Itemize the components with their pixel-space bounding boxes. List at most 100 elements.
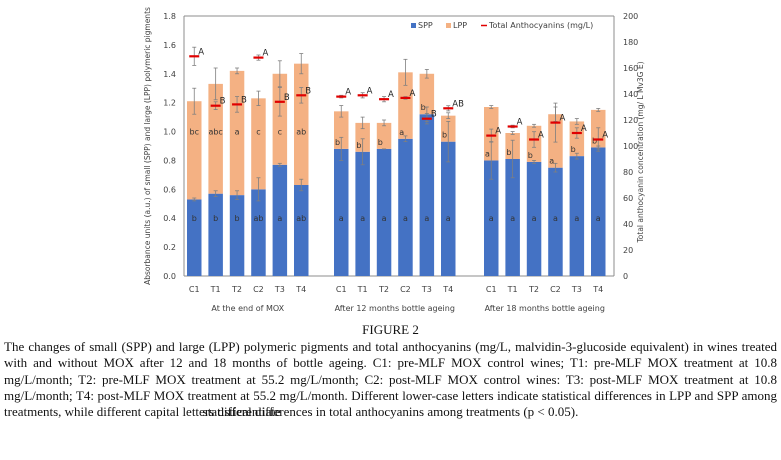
lpp-significance-letter: b — [335, 138, 340, 147]
spp-error-bar — [277, 162, 282, 167]
x-tick-label: T1 — [507, 285, 518, 294]
spp-bar — [272, 164, 288, 276]
total-error-bar — [489, 105, 494, 109]
y-tick-label: 0.8 — [163, 156, 176, 165]
spp-bar — [229, 195, 245, 276]
lpp-bar — [208, 83, 223, 194]
total-error-bar — [339, 105, 344, 118]
spp-error-bar — [553, 162, 558, 173]
spp-bar — [376, 148, 392, 276]
y-tick-label: 0.0 — [163, 272, 176, 281]
y2-tick-label: 140 — [623, 90, 638, 99]
y-tick-label: 0.4 — [163, 214, 176, 223]
spp-error-bar — [510, 139, 515, 179]
total-error-bar — [360, 116, 365, 130]
lpp-significance-letter: b — [421, 103, 426, 112]
spp-bar — [419, 114, 435, 276]
lpp-significance-letter: bc — [190, 128, 199, 137]
spp-bar — [484, 160, 499, 276]
legend: SPP LPP Total Anthocyanins (mg/L) — [411, 21, 593, 30]
total-error-bar — [235, 67, 240, 75]
lpp-significance-letter: b — [592, 136, 597, 145]
spp-bar — [355, 151, 370, 276]
lpp-significance-letter: b — [442, 131, 447, 140]
spp-significance-letter: a — [489, 214, 494, 223]
anthocyanin-significance-letter: B — [241, 95, 247, 105]
anthocyanin-significance-letter: A — [262, 49, 268, 59]
spp-significance-letter: a — [446, 214, 451, 223]
total-error-bar — [256, 90, 261, 106]
x-tick-label: T3 — [274, 285, 285, 294]
total-error-bar — [446, 112, 451, 119]
total-error-bar — [510, 131, 515, 135]
lpp-significance-letter: ab — [296, 128, 306, 137]
lpp-bar — [334, 111, 349, 149]
spp-significance-letter: a — [277, 214, 282, 223]
anthocyanin-significance-letter: B — [305, 86, 311, 96]
lpp-bar — [229, 70, 245, 196]
total-error-bar — [277, 60, 282, 88]
spp-significance-letter: a — [532, 214, 537, 223]
legend-swatch-lpp — [446, 23, 451, 28]
spp-bar — [591, 147, 606, 276]
anthocyanin-significance-letter: A — [495, 127, 501, 137]
figure-label: FIGURE 2 — [362, 322, 419, 337]
anthocyanin-significance-letter: A — [198, 47, 204, 57]
y2-tick-label: 120 — [623, 116, 638, 125]
anthocyanin-significance-letter: A — [581, 124, 587, 134]
spp-error-bar — [339, 136, 344, 161]
spp-bar — [548, 167, 563, 276]
y2-axis-label: Total anthocyanin concentration (mg/ L M… — [636, 61, 645, 243]
spp-significance-letter: a — [382, 214, 387, 223]
group-label: After 18 months bottle ageing — [485, 304, 605, 313]
total-error-bar — [192, 87, 197, 115]
y2-tick-label: 60 — [623, 194, 633, 203]
lpp-bar — [294, 63, 309, 185]
x-tick-label: C2 — [253, 285, 264, 294]
x-tick-label: T1 — [210, 285, 221, 294]
lpp-bar — [569, 121, 585, 157]
y2-tick-label: 180 — [623, 38, 638, 47]
total-error-bar — [299, 53, 304, 75]
lpp-significance-letter: b — [356, 141, 361, 150]
spp-error-bar — [574, 152, 579, 160]
lpp-significance-letter: b — [378, 138, 383, 147]
spp-error-bar — [256, 177, 261, 202]
y-tick-label: 1.2 — [163, 99, 176, 108]
lpp-bar — [398, 72, 413, 139]
anthocyanin-significance-letter: AB — [452, 99, 464, 109]
figure-caption-last-line: statistical differences in total anthocy… — [202, 404, 579, 419]
x-tick-label: C2 — [400, 285, 411, 294]
total-error-bar — [382, 119, 387, 127]
lpp-bar — [355, 122, 370, 152]
lpp-significance-letter: a — [235, 128, 240, 137]
anthocyanin-significance-letter: A — [602, 131, 608, 141]
anthocyanin-significance-letter: A — [345, 88, 351, 98]
lpp-significance-letter: b — [528, 151, 533, 160]
spp-significance-letter: ab — [253, 214, 263, 223]
x-tick-label: C1 — [336, 285, 347, 294]
legend-label: LPP — [453, 21, 467, 30]
anthocyanin-significance-letter: A — [538, 131, 544, 141]
spp-bar — [398, 138, 413, 276]
anthocyanin-significance-letter: A — [517, 118, 523, 128]
anthocyanin-significance-letter: B — [431, 110, 437, 120]
spp-significance-letter: b — [235, 214, 240, 223]
lpp-bar — [272, 73, 288, 165]
x-tick-label: T3 — [571, 285, 582, 294]
y2-tick-label: 20 — [623, 246, 633, 255]
spp-error-bar — [192, 197, 197, 202]
y-tick-label: 1.0 — [163, 128, 176, 137]
x-tick-label: T2 — [231, 285, 242, 294]
spp-bar — [187, 199, 202, 276]
spp-error-bar — [213, 190, 218, 197]
total-error-bar — [213, 67, 218, 101]
spp-significance-letter: b — [192, 214, 197, 223]
y2-tick-label: 80 — [623, 168, 633, 177]
spp-bar — [251, 189, 266, 276]
spp-significance-letter: a — [553, 214, 558, 223]
spp-bar — [569, 156, 585, 276]
spp-significance-letter: a — [596, 214, 601, 223]
